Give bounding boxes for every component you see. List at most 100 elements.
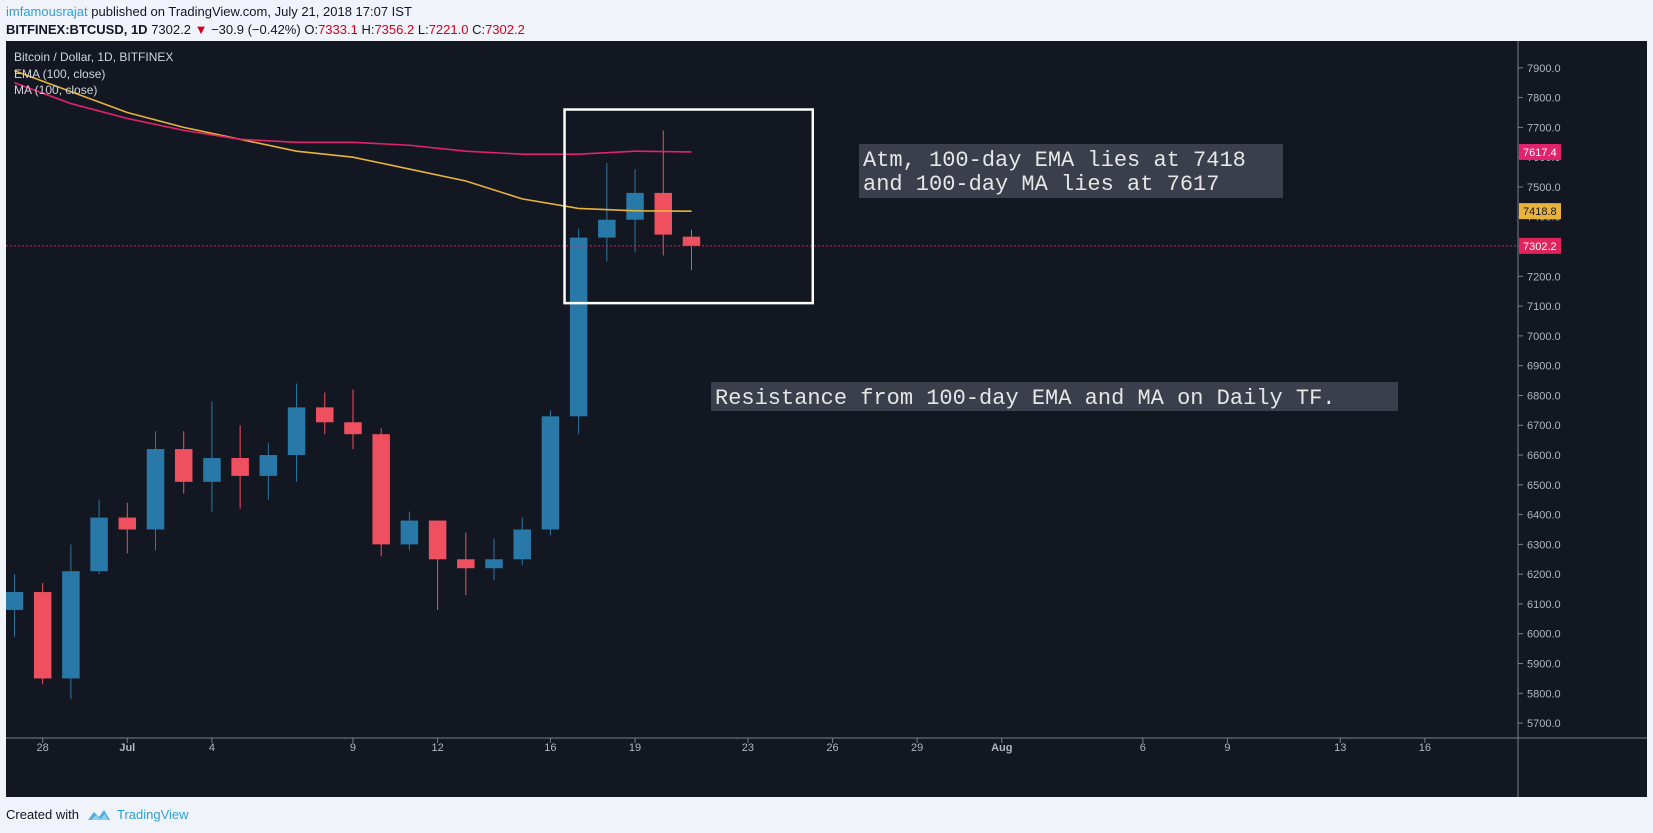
- time-tick-label: 16: [1419, 742, 1431, 754]
- time-tick-label: 9: [1224, 742, 1230, 754]
- candle-down: [682, 236, 701, 246]
- price-tick-label: 7000.0: [1527, 331, 1561, 343]
- close-value: 7302.2: [485, 22, 525, 37]
- time-tick-label: 6: [1140, 742, 1146, 754]
- publish-info: published on TradingView.com, July 21, 2…: [91, 4, 412, 19]
- time-tick-label: 4: [209, 742, 215, 754]
- down-arrow-icon: ▼: [194, 22, 208, 37]
- candle-up: [626, 192, 644, 220]
- time-tick-label: 26: [826, 742, 838, 754]
- time-tick-label: Aug: [991, 742, 1012, 754]
- publish-line: imfamousrajat published on TradingView.c…: [6, 4, 412, 19]
- ma-line: [14, 81, 692, 155]
- candle-down: [174, 449, 193, 482]
- price-tick-label: 6400.0: [1527, 510, 1561, 522]
- candle-up: [146, 449, 165, 530]
- footer: Created with TradingView: [6, 807, 189, 822]
- time-tick-label: 9: [350, 742, 356, 754]
- price-badge: [1519, 237, 1561, 254]
- price-tick-label: 5900.0: [1527, 659, 1561, 671]
- open-label: O:: [304, 22, 319, 37]
- candle-down: [344, 422, 362, 435]
- author-link[interactable]: imfamousrajat: [6, 4, 88, 19]
- high-value: 7356.2: [374, 22, 415, 37]
- tradingview-link[interactable]: TradingView: [116, 807, 189, 822]
- candle-up: [203, 458, 221, 482]
- candle-up: [5, 592, 24, 610]
- close-label: C:: [472, 22, 486, 37]
- candle-up: [62, 571, 80, 679]
- price-tick-label: 7800.0: [1527, 93, 1561, 105]
- candle-down: [33, 592, 52, 679]
- price-badge-label: 7418.8: [1523, 206, 1557, 218]
- candle-up: [287, 407, 306, 456]
- time-tick-label: Jul: [119, 742, 135, 754]
- candle-down: [231, 458, 249, 476]
- price-tick-label: 6500.0: [1527, 480, 1561, 492]
- candle-up: [541, 416, 560, 530]
- time-tick-label: 16: [544, 742, 556, 754]
- low-label: L:: [417, 22, 429, 37]
- legend-ma[interactable]: MA (100, close): [14, 83, 97, 97]
- chart-container[interactable]: 5700.0 5800.0 5900.0 6000.0 6100.0 6200.0 6300…: [5, 41, 1647, 797]
- price-tick-label: 6700.0: [1527, 420, 1561, 432]
- low-value: 7221.0: [428, 22, 469, 37]
- ema-line: [14, 70, 692, 212]
- highlight-box: [563, 108, 815, 305]
- time-tick-label: 23: [742, 742, 754, 754]
- price-tick-label: 6100.0: [1527, 599, 1561, 611]
- candle-up: [598, 219, 616, 238]
- note1-line1[interactable]: Atm, 100-day EMA lies at 7418: [863, 148, 1246, 173]
- candle-down: [372, 434, 390, 545]
- price-change: −30.9 (−0.42%): [211, 22, 301, 37]
- time-tick-label: 13: [1334, 742, 1346, 754]
- candlestick-chart[interactable]: 5700.0 5800.0 5900.0 6000.0 6100.0 6200.0 6300…: [5, 41, 1647, 797]
- note1-background: [859, 144, 1283, 198]
- price-tick-label: 6600.0: [1527, 450, 1561, 462]
- price-tick-label: 6000.0: [1527, 629, 1561, 641]
- price-badge: [1519, 203, 1561, 220]
- open-value: 7333.1: [318, 22, 358, 37]
- chart-background: [6, 41, 1647, 797]
- price-tick-label: 7500.0: [1527, 182, 1561, 194]
- price-tick-label: 6200.0: [1527, 569, 1561, 581]
- price-badge: [1519, 143, 1561, 160]
- price-tick-label: 5800.0: [1527, 688, 1561, 700]
- symbol-label: BITFINEX:BTCUSD, 1D: [6, 22, 148, 37]
- time-tick-label: 28: [37, 742, 49, 754]
- candle-up: [259, 455, 278, 476]
- price-tick-label: 6800.0: [1527, 390, 1561, 402]
- price-tick-label: 7900.0: [1527, 63, 1561, 75]
- note2-text[interactable]: Resistance from 100-day EMA and MA on Da…: [715, 386, 1336, 411]
- candle-up: [400, 520, 419, 545]
- created-with-label: Created with: [6, 807, 79, 822]
- tradingview-logo-icon[interactable]: [87, 808, 111, 822]
- candle-down: [316, 407, 334, 423]
- candle-down: [428, 520, 447, 560]
- legend-title: Bitcoin / Dollar, 1D, BITFINEX: [14, 50, 173, 64]
- price-tick-label: 6900.0: [1527, 361, 1561, 373]
- candle-up: [90, 517, 108, 572]
- candle-down: [457, 559, 475, 569]
- note2-background: [711, 382, 1398, 411]
- price-badge-label: 7617.4: [1523, 147, 1557, 159]
- price-badge-label: 7302.2: [1523, 241, 1557, 253]
- candle-down: [654, 192, 673, 235]
- candle-down: [118, 517, 137, 530]
- candle-up: [569, 237, 588, 417]
- price-tick-label: 7700.0: [1527, 122, 1561, 134]
- note1-line2[interactable]: and 100-day MA lies at 7617: [863, 172, 1219, 197]
- price-tick-label: 5700.0: [1527, 718, 1561, 730]
- last-price: 7302.2: [151, 22, 191, 37]
- price-tick-label: 7100.0: [1527, 301, 1561, 313]
- time-tick-label: 19: [629, 742, 641, 754]
- time-tick-label: 12: [431, 742, 443, 754]
- high-label: H:: [361, 22, 375, 37]
- candle-up: [513, 529, 531, 560]
- price-tick-label: 7200.0: [1527, 271, 1561, 283]
- candle-up: [485, 559, 503, 569]
- time-tick-label: 29: [911, 742, 923, 754]
- legend-ema[interactable]: EMA (100, close): [14, 67, 105, 81]
- price-tick-label: 6300.0: [1527, 539, 1561, 551]
- ohlc-line: BITFINEX:BTCUSD, 1D 7302.2 ▼ −30.9 (−0.4…: [6, 22, 525, 37]
